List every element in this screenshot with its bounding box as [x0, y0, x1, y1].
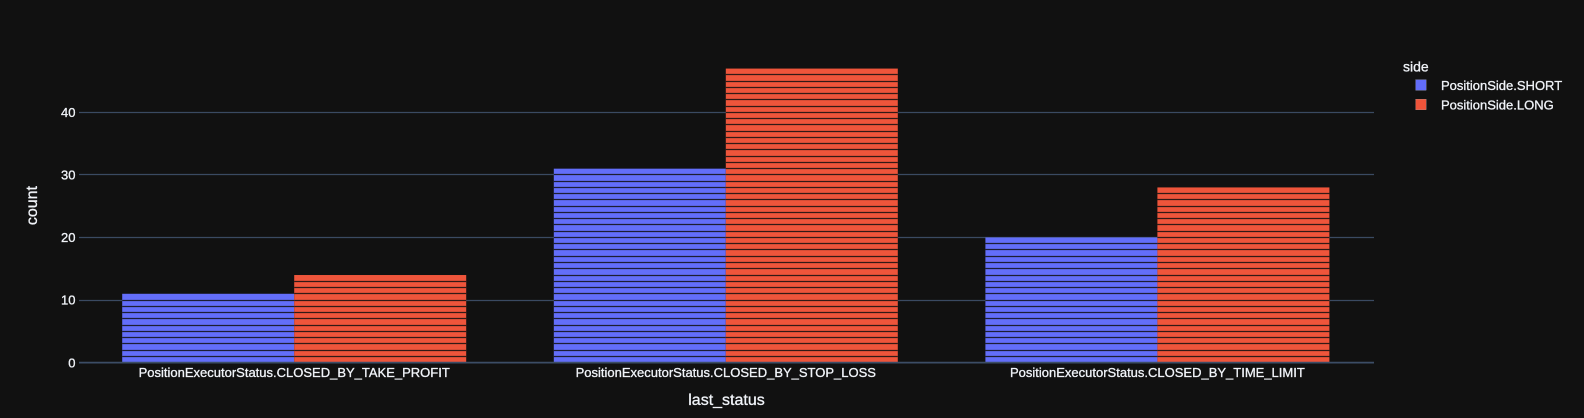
- svg-text:PositionExecutorStatus.CLOSED_: PositionExecutorStatus.CLOSED_BY_TAKE_PR…: [139, 365, 450, 380]
- svg-text:PositionExecutorStatus.CLOSED_: PositionExecutorStatus.CLOSED_BY_STOP_LO…: [576, 365, 877, 380]
- svg-text:PositionExecutorStatus.CLOSED_: PositionExecutorStatus.CLOSED_BY_TIME_LI…: [1010, 365, 1305, 380]
- svg-text:side: side: [1403, 58, 1429, 74]
- svg-text:0: 0: [68, 355, 75, 370]
- svg-text:20: 20: [61, 230, 75, 245]
- svg-text:last_status: last_status: [688, 392, 764, 409]
- svg-text:PositionSide.SHORT: PositionSide.SHORT: [1441, 78, 1562, 93]
- svg-text:40: 40: [61, 105, 75, 120]
- svg-text:PositionSide.LONG: PositionSide.LONG: [1441, 97, 1554, 112]
- svg-text:10: 10: [61, 293, 75, 308]
- svg-text:30: 30: [61, 168, 75, 183]
- svg-text:count: count: [24, 185, 41, 225]
